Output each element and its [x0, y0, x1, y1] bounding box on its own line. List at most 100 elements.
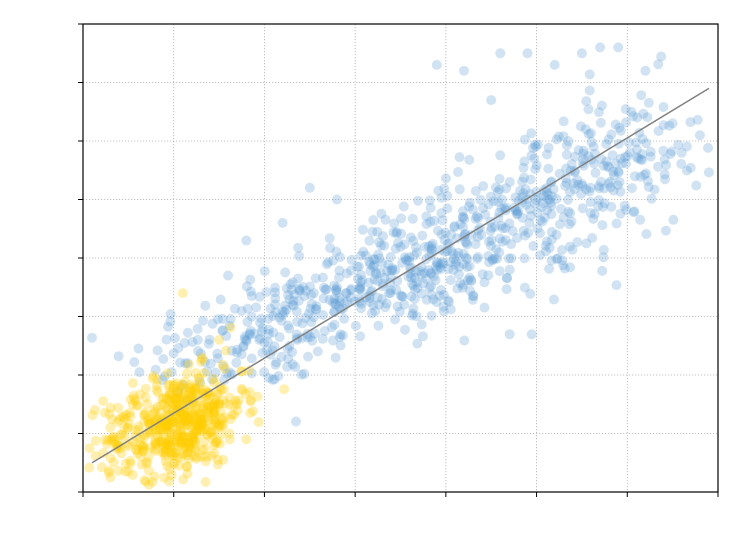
data-point [283, 353, 294, 364]
data-point [371, 269, 382, 280]
data-point [140, 458, 151, 469]
data-point [138, 441, 149, 452]
data-point [224, 320, 235, 331]
data-point [355, 269, 366, 280]
data-point [240, 388, 251, 399]
data-point [112, 440, 123, 451]
data-point [129, 393, 140, 404]
data-point [127, 378, 138, 389]
data-point [259, 337, 270, 348]
data-point [504, 218, 515, 229]
data-point [302, 329, 313, 339]
data-point [173, 417, 184, 427]
data-point [125, 394, 136, 405]
data-point [485, 225, 496, 236]
data-point [199, 423, 210, 434]
data-point [190, 368, 201, 378]
data-point [163, 321, 173, 332]
data-point [467, 294, 478, 305]
data-point [346, 285, 356, 296]
data-point [158, 392, 169, 403]
data-point [229, 409, 240, 420]
data-point [374, 299, 385, 310]
data-point [379, 240, 390, 251]
data-point [213, 421, 224, 432]
data-point [357, 275, 368, 286]
data-point [218, 454, 229, 465]
data-point [130, 425, 141, 436]
data-point [224, 400, 235, 410]
data-point [152, 387, 163, 398]
data-point [560, 180, 571, 191]
data-point [153, 412, 164, 423]
data-point [470, 239, 481, 250]
data-point [330, 352, 341, 363]
data-point [305, 303, 316, 314]
data-point [454, 261, 465, 272]
data-point [273, 371, 284, 381]
data-point [488, 196, 499, 207]
data-point [661, 160, 672, 171]
data-point [453, 167, 463, 177]
data-point [131, 401, 142, 412]
data-point [169, 333, 180, 343]
data-point [116, 448, 127, 459]
data-point [173, 393, 184, 403]
data-point [583, 104, 594, 115]
data-point [421, 294, 432, 305]
data-point [540, 246, 551, 257]
data-point [293, 296, 304, 306]
data-point [161, 393, 172, 404]
data-point [308, 312, 319, 323]
data-points [84, 42, 714, 490]
data-point [529, 140, 540, 150]
data-point [175, 412, 186, 423]
data-point [494, 184, 505, 195]
data-point [658, 145, 669, 156]
data-point [286, 284, 297, 295]
data-point [238, 340, 249, 351]
data-point [318, 310, 328, 320]
data-point [200, 456, 211, 467]
data-point [396, 213, 407, 224]
data-point [182, 413, 193, 423]
data-point [178, 411, 189, 422]
data-point [334, 272, 344, 283]
data-point [331, 284, 342, 295]
data-point [511, 205, 522, 216]
data-point [214, 399, 225, 410]
data-point [177, 411, 188, 422]
data-point [435, 264, 446, 274]
data-point [147, 373, 158, 384]
data-point [209, 407, 220, 418]
data-point [151, 385, 162, 395]
data-point [572, 237, 583, 248]
data-point [438, 258, 449, 269]
data-point [611, 218, 622, 229]
data-point [442, 203, 453, 214]
data-point [207, 433, 218, 444]
data-point [375, 267, 386, 278]
data-point [522, 48, 533, 59]
data-point [143, 416, 153, 427]
data-point [643, 182, 654, 192]
data-point [208, 425, 219, 436]
data-point [296, 332, 307, 343]
data-point [180, 420, 191, 431]
data-point [137, 445, 148, 456]
data-point [512, 233, 523, 243]
data-point [120, 458, 131, 469]
data-point [519, 253, 530, 264]
data-point [197, 445, 208, 455]
data-point [163, 440, 173, 451]
data-point [615, 125, 626, 136]
data-point [404, 256, 415, 266]
data-point [241, 336, 252, 346]
data-point [303, 351, 313, 362]
data-point [121, 409, 132, 420]
data-point [346, 265, 356, 276]
data-point [416, 319, 427, 330]
data-point [166, 435, 177, 446]
data-point [122, 423, 133, 434]
data-point [421, 211, 432, 222]
